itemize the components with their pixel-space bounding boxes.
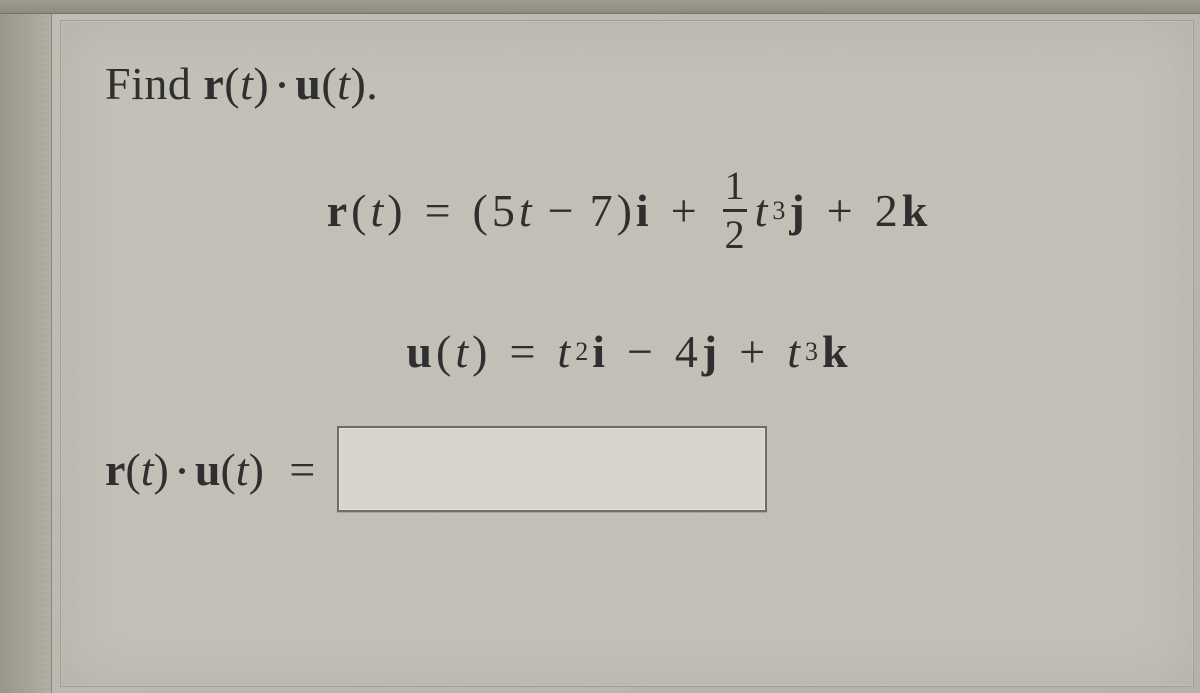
- r-plus1: +: [671, 184, 697, 237]
- r-t1-const: 7: [590, 184, 613, 237]
- u-t2-coef: 4: [675, 325, 698, 378]
- r-definition: r(t) = (5t − 7)i + 1 2 t3j + 2k: [105, 166, 1149, 255]
- prompt-close1: ): [253, 58, 269, 109]
- dot-operator-icon: [279, 82, 285, 88]
- ans-close2: ): [249, 444, 264, 495]
- r-plus2: +: [827, 184, 853, 237]
- r-eq: =: [425, 184, 451, 237]
- ans-vec-u: u: [195, 444, 221, 495]
- prompt-vec-u: u: [295, 58, 321, 109]
- r-t1-minus: −: [548, 184, 574, 237]
- u-t1-exp: 2: [575, 337, 588, 367]
- frame-top: [0, 0, 1200, 14]
- u-t3-var: t: [787, 325, 800, 378]
- question-panel: Find r(t)u(t). r(t) = (5t − 7)i + 1 2 t3…: [60, 20, 1194, 687]
- r-t3-coef: 2: [875, 184, 898, 237]
- prompt-vec-r: r: [203, 58, 224, 109]
- ans-vec-r: r: [105, 444, 125, 495]
- ans-arg2: t: [236, 444, 249, 495]
- prompt-close2: ): [350, 58, 366, 109]
- r-t1-coef: 5: [492, 184, 515, 237]
- ans-open2: (: [220, 444, 235, 495]
- r-arg: t: [370, 184, 383, 237]
- r-frac-num: 1: [723, 166, 747, 206]
- r-close: ): [387, 184, 402, 237]
- answer-line: r(t)u(t) =: [105, 426, 1149, 512]
- prompt-prefix: Find: [105, 58, 203, 109]
- r-vec: r: [327, 184, 347, 237]
- dot-operator-icon: [179, 468, 185, 474]
- u-unit-k: k: [822, 325, 848, 378]
- question-content: Find r(t)u(t). r(t) = (5t − 7)i + 1 2 t3…: [105, 57, 1149, 512]
- u-open: (: [436, 325, 451, 378]
- u-definition: u(t) = t2i − 4j + t3k: [105, 325, 1149, 378]
- prompt-line: Find r(t)u(t).: [105, 57, 1149, 110]
- u-arg: t: [455, 325, 468, 378]
- r-t1-var: t: [519, 184, 532, 237]
- u-plus: +: [739, 325, 765, 378]
- r-t2-var: t: [755, 184, 768, 237]
- u-eq: =: [509, 325, 535, 378]
- answer-input[interactable]: [337, 426, 767, 512]
- ans-open1: (: [125, 444, 140, 495]
- ans-arg1: t: [141, 444, 154, 495]
- prompt-arg2: t: [337, 58, 350, 109]
- u-close: ): [472, 325, 487, 378]
- prompt-suffix: .: [366, 58, 378, 109]
- r-t2-exp: 3: [772, 196, 785, 226]
- screenshot-root: Find r(t)u(t). r(t) = (5t − 7)i + 1 2 t3…: [0, 0, 1200, 693]
- u-unit-i: i: [592, 325, 605, 378]
- prompt-open1: (: [224, 58, 240, 109]
- u-unit-j: j: [702, 325, 717, 378]
- prompt-open2: (: [321, 58, 337, 109]
- answer-lhs: r(t)u(t) =: [105, 443, 315, 496]
- ans-eq: =: [289, 444, 315, 495]
- r-unit-j: j: [789, 184, 804, 237]
- ans-close1: ): [154, 444, 169, 495]
- u-t1-var: t: [557, 325, 570, 378]
- r-fraction: 1 2: [723, 166, 747, 255]
- u-minus: −: [627, 325, 653, 378]
- r-unit-k: k: [902, 184, 928, 237]
- r-t1-close: ): [617, 184, 632, 237]
- r-open: (: [351, 184, 366, 237]
- u-vec: u: [406, 325, 432, 378]
- prompt-arg1: t: [240, 58, 253, 109]
- r-t1-open: (: [473, 184, 488, 237]
- r-frac-den: 2: [723, 215, 747, 255]
- u-t3-exp: 3: [805, 337, 818, 367]
- frame-left: [0, 0, 52, 693]
- r-unit-i: i: [636, 184, 649, 237]
